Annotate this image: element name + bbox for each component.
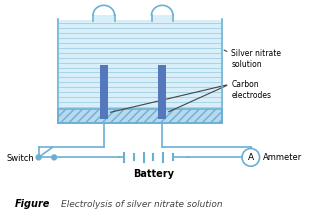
Text: Ammeter: Ammeter — [263, 153, 302, 162]
Bar — [158, 65, 166, 119]
Text: Figure: Figure — [15, 199, 50, 209]
Bar — [58, 109, 221, 123]
Circle shape — [242, 148, 260, 166]
Text: Electrolysis of silver nitrate solution: Electrolysis of silver nitrate solution — [61, 200, 222, 209]
Circle shape — [52, 155, 56, 160]
Text: Carbon
electrodes: Carbon electrodes — [231, 80, 271, 100]
Polygon shape — [152, 15, 172, 21]
Polygon shape — [94, 15, 114, 21]
Text: Battery: Battery — [133, 169, 174, 179]
Text: A: A — [248, 153, 254, 162]
Bar — [100, 65, 108, 119]
Bar — [59, 20, 221, 109]
Text: Silver nitrate
solution: Silver nitrate solution — [231, 49, 281, 69]
Text: Switch: Switch — [7, 154, 35, 163]
Circle shape — [36, 155, 41, 160]
